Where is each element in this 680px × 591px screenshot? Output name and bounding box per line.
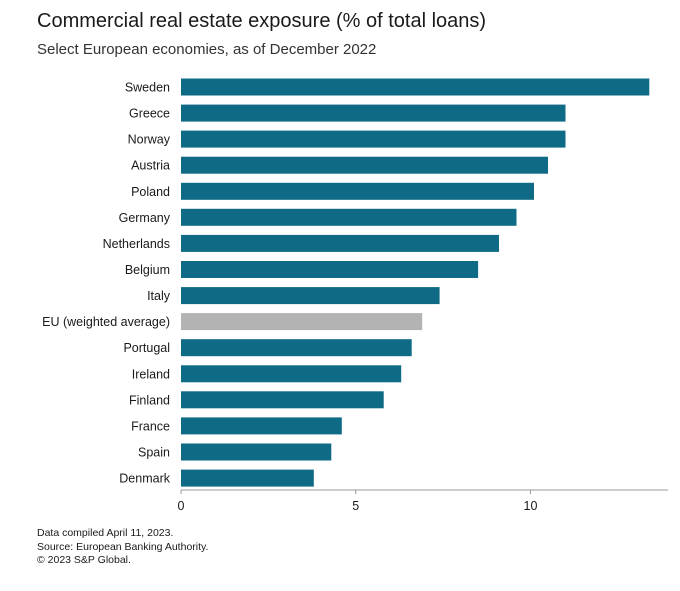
- bar-austria: [181, 156, 548, 174]
- category-label-norway: Norway: [128, 133, 171, 147]
- category-label-portugal: Portugal: [123, 341, 170, 355]
- x-tick-label-0: 0: [178, 499, 185, 513]
- bars-group: [181, 78, 650, 487]
- bar-germany: [181, 208, 517, 226]
- bar-ireland: [181, 365, 402, 383]
- bar-finland: [181, 391, 384, 409]
- footer-copyright: © 2023 S&P Global.: [37, 554, 131, 566]
- category-label-ireland: Ireland: [132, 367, 170, 381]
- category-label-sweden: Sweden: [125, 81, 170, 95]
- footer-date-note: Data compiled April 11, 2023.: [37, 527, 174, 539]
- category-label-netherlands: Netherlands: [103, 237, 170, 251]
- x-tick-label-10: 10: [524, 499, 538, 513]
- category-labels-group: Sweden Greece Norway Austria Poland Germany Ne…: [42, 81, 171, 486]
- category-label-germany: Germany: [119, 211, 171, 225]
- bar-france: [181, 417, 342, 435]
- chart-title: Commercial real estate exposure (% of to…: [37, 10, 487, 32]
- x-tick-label-5: 5: [352, 499, 359, 513]
- category-label-austria: Austria: [131, 159, 170, 173]
- category-label-finland: Finland: [129, 393, 170, 407]
- category-label-france: France: [131, 419, 170, 433]
- bar-greece: [181, 104, 566, 122]
- category-label-denmark: Denmark: [119, 472, 170, 486]
- bar-eu-weighted-average: [181, 313, 423, 331]
- bar-netherlands: [181, 234, 499, 252]
- category-label-italy: Italy: [147, 289, 171, 303]
- bar-portugal: [181, 339, 412, 357]
- bar-italy: [181, 287, 440, 305]
- bar-spain: [181, 443, 332, 461]
- category-label-spain: Spain: [138, 446, 170, 460]
- chart-footer: Data compiled April 11, 2023. Source: Eu…: [37, 527, 208, 568]
- footer-source-note: Source: European Banking Authority.: [37, 540, 209, 553]
- chart-subtitle: Select European economies, as of Decembe…: [37, 41, 377, 58]
- bar-norway: [181, 130, 566, 148]
- category-label-poland: Poland: [131, 185, 170, 199]
- bar-denmark: [181, 469, 314, 487]
- x-axis: 0 5 10: [178, 489, 668, 513]
- category-label-belgium: Belgium: [125, 263, 170, 277]
- bar-sweden: [181, 78, 650, 96]
- bar-belgium: [181, 261, 479, 278]
- category-label-greece: Greece: [129, 107, 170, 121]
- category-label-eu-weighted-average: EU (weighted average): [42, 315, 170, 329]
- bar-poland: [181, 182, 534, 200]
